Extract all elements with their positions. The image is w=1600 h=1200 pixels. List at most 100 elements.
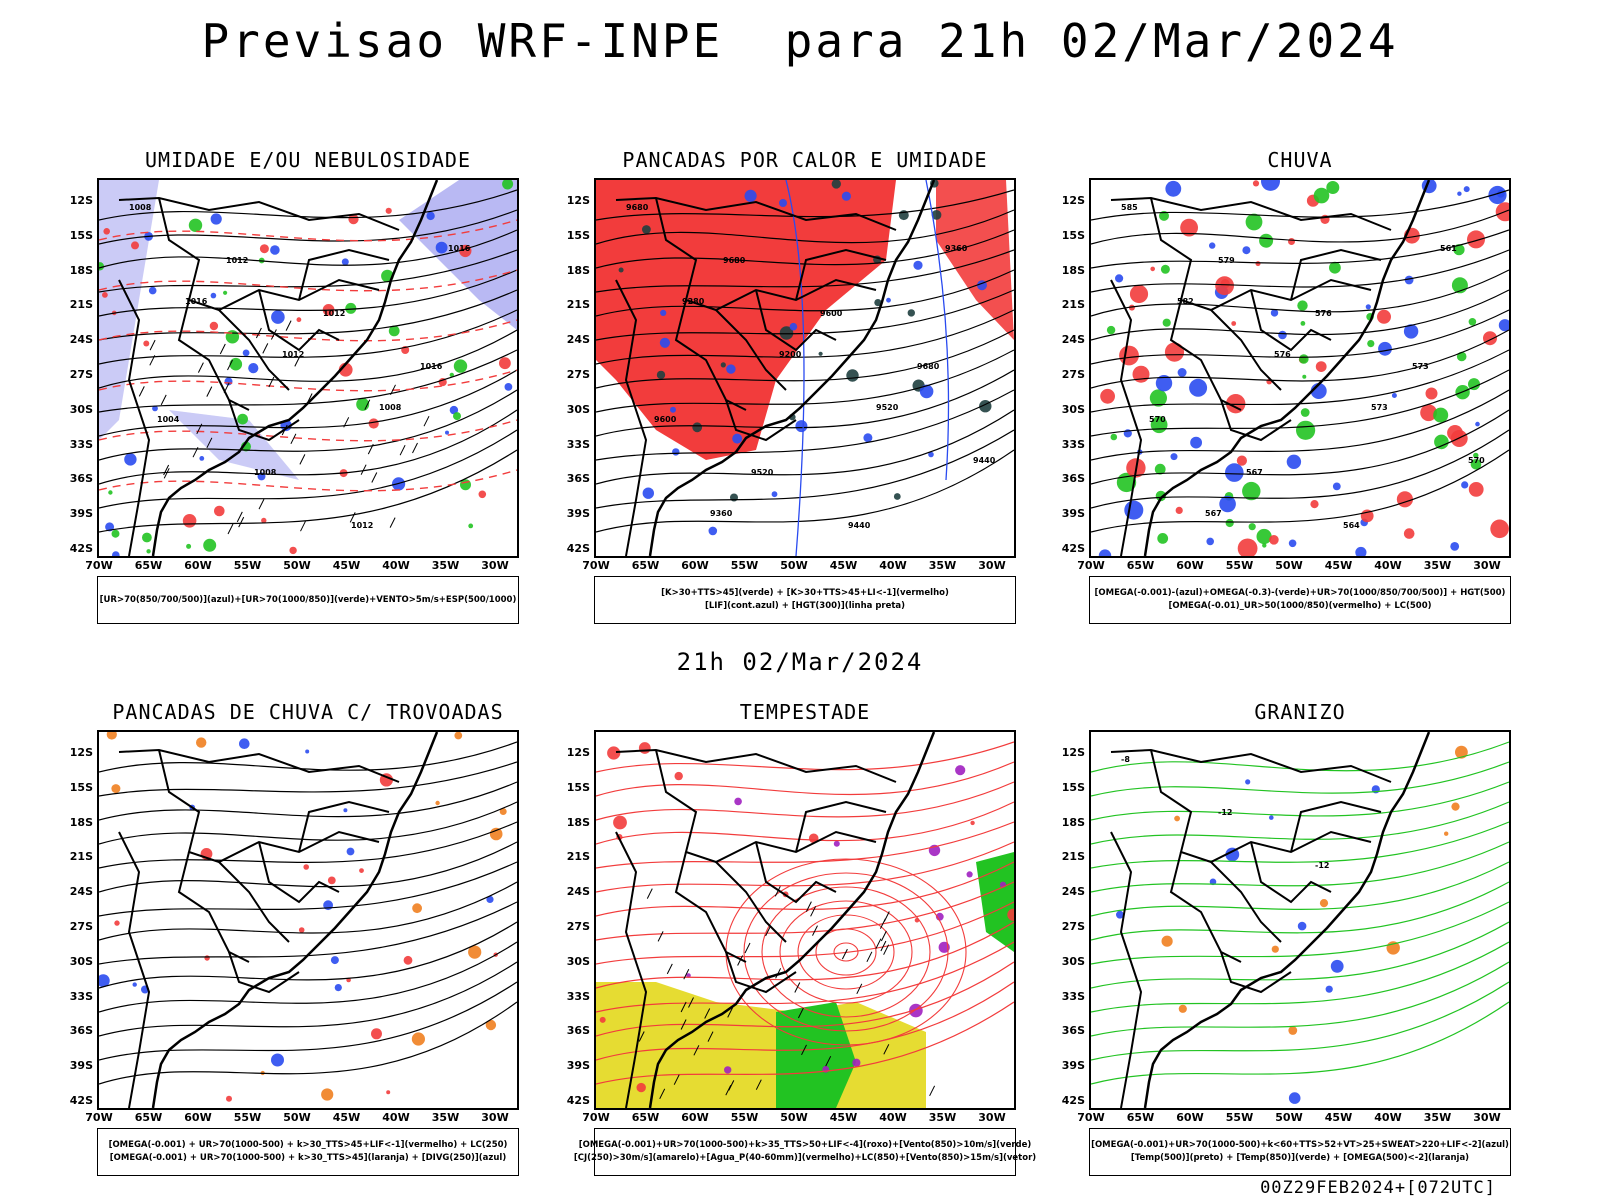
wind-vector [149, 355, 156, 366]
shaded-cell [1271, 945, 1279, 953]
wind-vector [236, 511, 243, 523]
shaded-cell [726, 364, 736, 374]
wind-vector [693, 1045, 700, 1056]
contour-label: 576 [1315, 309, 1332, 318]
contour-line [1091, 841, 1509, 893]
shaded-cell [1297, 921, 1307, 931]
contour-line [99, 761, 517, 797]
shaded-cell [1447, 425, 1463, 441]
contour-line [1091, 449, 1509, 533]
lon-tick-label: 60W [681, 1111, 709, 1124]
shaded-cell [449, 405, 459, 415]
contour-label: 1004 [157, 415, 180, 424]
lon-tick-label: 70W [582, 1111, 610, 1124]
shaded-cell [1190, 436, 1202, 449]
coastline [1143, 180, 1431, 556]
wind-vector [300, 520, 306, 532]
shaded-cell [296, 317, 302, 323]
shaded-cell [1225, 847, 1240, 862]
state-border [1169, 851, 1242, 963]
latitude-axis: 12S 15S 18S 21S 24S 27S 30S 33S 36S 39S 42S [1057, 178, 1087, 558]
contour-line [99, 369, 517, 437]
panel-title: GRANIZO [1254, 700, 1346, 724]
shaded-cell [1455, 745, 1468, 759]
lat-tick-label: 33S [566, 437, 590, 451]
wind-vector [343, 417, 350, 428]
pressure-ring [761, 886, 931, 1018]
run-footer: 00Z29FEB2024+[072UTC] [1260, 1178, 1496, 1198]
lat-tick-label: 21S [1061, 298, 1085, 312]
contour-line [1091, 249, 1509, 293]
contour-label: 9520 [751, 468, 774, 477]
contour-label: 9520 [876, 403, 899, 412]
shaded-cell [1365, 304, 1371, 310]
wind-vector [258, 498, 265, 510]
wind-vector [657, 931, 664, 942]
lat-tick-label: 33S [1061, 989, 1085, 1003]
shaded-cell [1225, 518, 1234, 528]
coastline [151, 732, 439, 1108]
shaded-cell [1226, 394, 1246, 414]
shaded-cell [1225, 463, 1244, 482]
shaded-cell [210, 213, 222, 225]
wind-vector [866, 951, 873, 963]
wind-vector [683, 968, 690, 980]
contour-line [1091, 941, 1509, 1013]
map-canvas: -8 -12 -12 [1091, 732, 1509, 1108]
wind-vector [371, 472, 378, 483]
legend-line: [K>30+TTS>45](verde) + [K>30+TTS>45+LI<-… [661, 588, 949, 598]
shaded-cell [913, 260, 923, 270]
contour-line [1091, 961, 1509, 1037]
shaded-cell [1325, 985, 1333, 993]
shaded-cell [486, 895, 494, 903]
shaded-cell [660, 309, 667, 316]
shaded-cell [659, 337, 670, 348]
shaded-cell [732, 433, 743, 444]
shaded-cell [142, 532, 152, 543]
shaded-cell [1270, 309, 1279, 317]
wind-vector [160, 394, 167, 406]
lon-tick-label: 60W [681, 559, 709, 572]
coastline [1143, 732, 1431, 1108]
contour-line [1091, 189, 1509, 221]
lat-tick-label: 39S [69, 1059, 93, 1073]
shaded-cell [841, 191, 851, 201]
shaded-cell [1425, 387, 1438, 400]
lat-tick-label: 27S [1061, 368, 1085, 381]
lon-tick-label: 55W [730, 559, 759, 572]
contour-line [1091, 409, 1509, 485]
longitude-axis: 70W 65W 60W 55W 50W 45W 40W 35W 30W [1077, 559, 1511, 573]
shaded-cell [1261, 180, 1280, 191]
wind-vector [192, 446, 199, 458]
shaded-cell [1461, 481, 1469, 489]
contour-line [596, 1001, 1014, 1085]
lat-tick-label: 12S [69, 746, 93, 759]
shaded-cell [734, 797, 742, 806]
contour-label: 561 [1440, 244, 1457, 253]
lat-tick-label: 39S [566, 1059, 590, 1073]
thickness-line [99, 319, 517, 342]
shaded-cell [966, 871, 973, 878]
shaded-cell [1262, 543, 1267, 548]
shaded-cell [1433, 407, 1449, 423]
shaded-cell [1483, 331, 1497, 346]
contour-label: 573 [1371, 403, 1388, 412]
contour-line [1091, 369, 1509, 437]
legend-box: [K>30+TTS>45](verde) + [K>30+TTS>45+LI<-… [594, 576, 1016, 624]
lon-tick-label: 60W [1176, 1111, 1204, 1124]
state-border [218, 861, 290, 943]
thickness-line [99, 219, 517, 242]
shaded-cell [453, 412, 461, 421]
wind-vector [268, 376, 275, 388]
shaded-cell [613, 815, 627, 830]
wind-vector [163, 464, 170, 476]
legend-box: [OMEGA(-0.001)+UR>70(1000-500)+k<60+TTS>… [1089, 1128, 1511, 1176]
contour-label: 576 [1274, 350, 1291, 359]
longitude-axis: 70W 65W 60W 55W 50W 45W 40W 35W 30W [582, 1111, 1016, 1125]
shaded-cell [1129, 284, 1149, 304]
lat-tick-label: 39S [1061, 507, 1085, 521]
contour-line [596, 189, 1014, 221]
shaded-cell [203, 538, 217, 552]
shaded-cell [1300, 321, 1306, 326]
wind-vector [680, 1001, 687, 1013]
